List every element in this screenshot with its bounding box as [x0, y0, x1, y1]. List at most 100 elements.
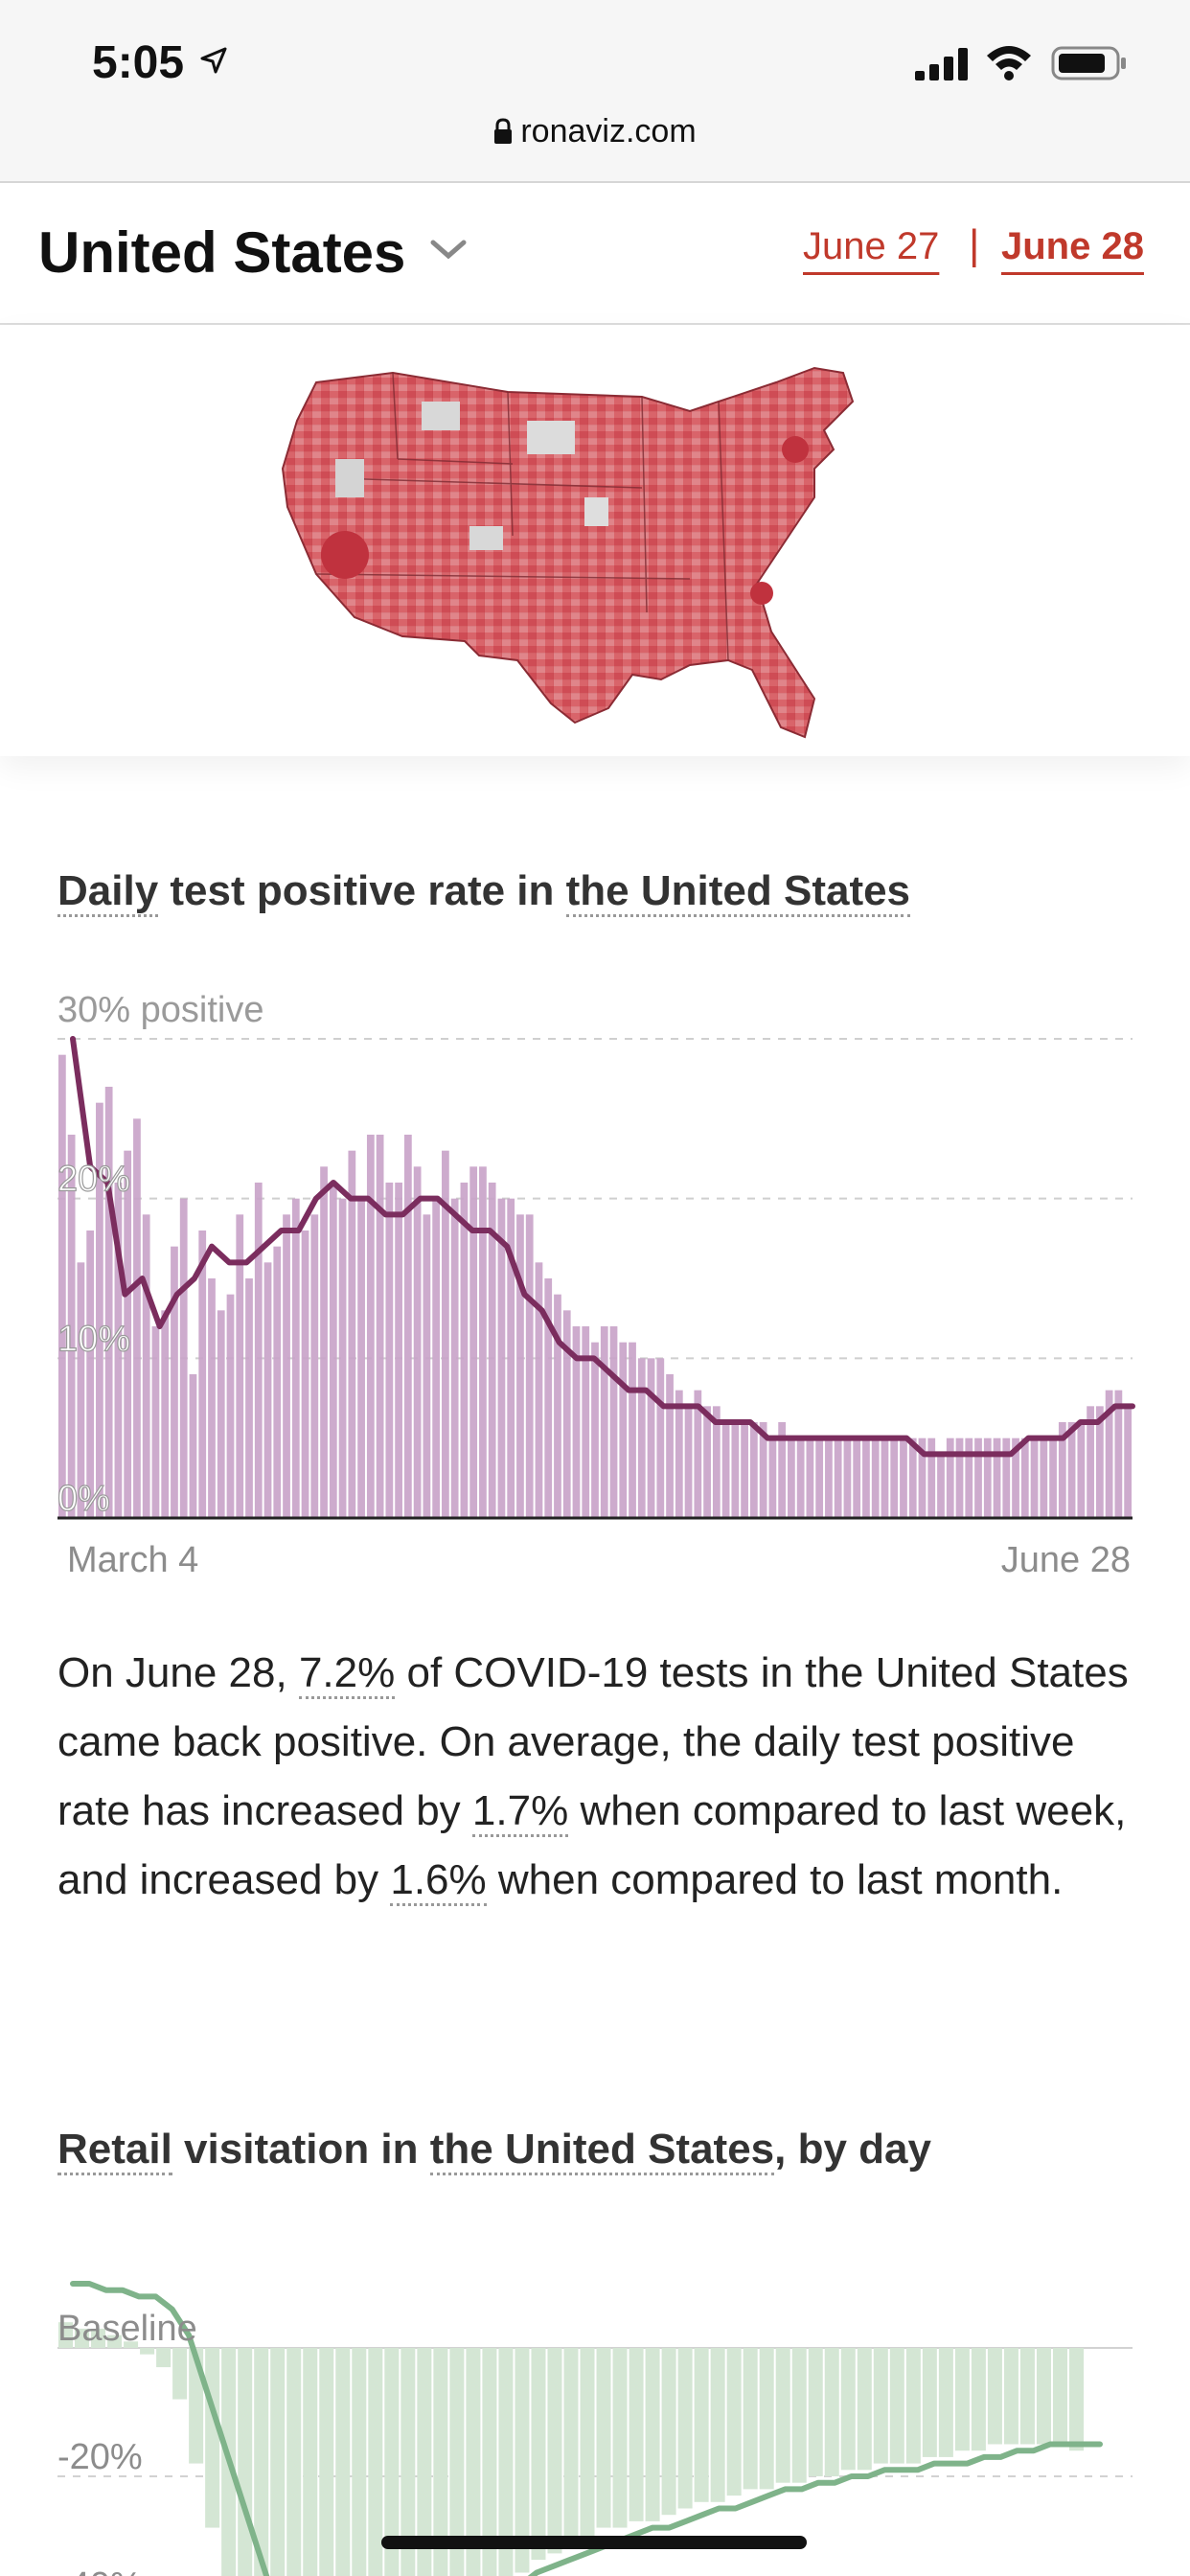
bar [245, 1278, 253, 1518]
bar [58, 2322, 74, 2348]
bar [535, 1262, 543, 1518]
bar [75, 2328, 90, 2348]
bar [1003, 2348, 1018, 2445]
bar [320, 1166, 328, 1518]
bar [824, 2348, 839, 2476]
bar [516, 1214, 524, 1518]
bar [1052, 2348, 1067, 2445]
date-previous-link[interactable]: June 27 [803, 225, 940, 267]
bar [743, 2348, 758, 2490]
bar [515, 2348, 530, 2573]
bar [661, 2348, 676, 2516]
region-selector[interactable]: the United States [565, 867, 911, 917]
bar [449, 2348, 465, 2576]
bar [179, 1198, 188, 1518]
bar [338, 1198, 347, 1518]
bar [124, 2341, 139, 2348]
chevron-down-icon[interactable] [429, 237, 468, 264]
cellular-signal-icon [915, 48, 968, 80]
bar [507, 1198, 515, 1518]
bar [955, 1438, 964, 1518]
bar [900, 1438, 907, 1518]
average-line [70, 2281, 1103, 2576]
bar [677, 2348, 693, 2509]
bar [731, 1422, 740, 1518]
bar [871, 1438, 880, 1518]
bar [974, 1438, 982, 1518]
bar [385, 1183, 394, 1518]
y-tick-label: Baseline [57, 2309, 197, 2349]
bar [629, 2348, 644, 2521]
browser-top-bar: 5:05 ronaviz.com [0, 0, 1190, 183]
retail-title: Retail visitation in the United States, … [57, 2126, 931, 2175]
metric-selector-retail[interactable]: Retail [57, 2126, 172, 2175]
bar [694, 2348, 709, 2502]
bar [104, 1087, 113, 1518]
bar [675, 1390, 683, 1518]
bar [645, 2348, 660, 2521]
bar [703, 1406, 711, 1518]
bar [857, 2348, 872, 2471]
bar [525, 1214, 534, 1518]
bar [403, 1135, 412, 1518]
bar [140, 2348, 155, 2355]
bar [161, 1310, 170, 1518]
bar [612, 2348, 628, 2528]
us-choropleth-map[interactable] [278, 344, 910, 747]
country-selector[interactable]: United States [38, 220, 406, 285]
bar [469, 1166, 478, 1518]
bar [303, 2348, 318, 2576]
bar [881, 1438, 889, 1518]
bar [572, 1326, 581, 1518]
bar [1067, 1422, 1076, 1518]
bar [1030, 1438, 1039, 1518]
bar [329, 1183, 337, 1518]
positive-rate-title: Daily test positive rate in the United S… [57, 867, 911, 917]
bar [357, 1198, 365, 1518]
bar [629, 1342, 636, 1518]
bar [1012, 1438, 1019, 1518]
bar [554, 1294, 561, 1518]
bar [310, 1214, 319, 1518]
bar [156, 2348, 172, 2368]
bar [498, 2348, 514, 2576]
bar [67, 1135, 76, 1518]
bar [834, 1438, 842, 1518]
status-time: 5:05 [92, 37, 185, 88]
bar [694, 1390, 702, 1518]
bar [107, 2334, 123, 2348]
bar [368, 2348, 383, 2576]
bar [596, 2348, 611, 2528]
bar [778, 1422, 787, 1518]
page-header: United States June 27 | June 28 [0, 183, 1190, 325]
bar [482, 2348, 497, 2576]
bar [217, 1310, 225, 1518]
positive-rate-chart[interactable]: 30% positive 20% 10% 0% March 4 June 28 [0, 968, 1190, 1600]
bar [270, 2348, 286, 2576]
bar [806, 1438, 814, 1518]
bar [815, 1438, 824, 1518]
x-tick-label: March 4 [67, 1540, 198, 1580]
bar [808, 2348, 823, 2476]
region-selector-retail[interactable]: the United States [429, 2126, 775, 2175]
retail-visitation-chart[interactable]: Baseline -20% -40% [0, 2252, 1190, 2576]
bar [58, 1054, 66, 1518]
y-tick-label: 30% positive [57, 990, 263, 1030]
value-today: 7.2% [298, 1649, 396, 1699]
bar [983, 1438, 992, 1518]
url-bar[interactable]: ronaviz.com [0, 113, 1190, 150]
metric-selector[interactable]: Daily [57, 867, 159, 917]
bar [460, 1183, 469, 1518]
map-panel [0, 325, 1190, 756]
bar [609, 1326, 618, 1518]
bar [497, 1198, 506, 1518]
bar [348, 1150, 356, 1518]
bar [1040, 1438, 1048, 1518]
bar [286, 2348, 302, 2576]
bar [922, 2348, 937, 2457]
bar [319, 2348, 334, 2576]
bar [238, 2348, 253, 2576]
location-arrow-icon [200, 47, 227, 74]
date-current-link[interactable]: June 28 [1001, 225, 1144, 267]
bar [96, 1102, 103, 1518]
